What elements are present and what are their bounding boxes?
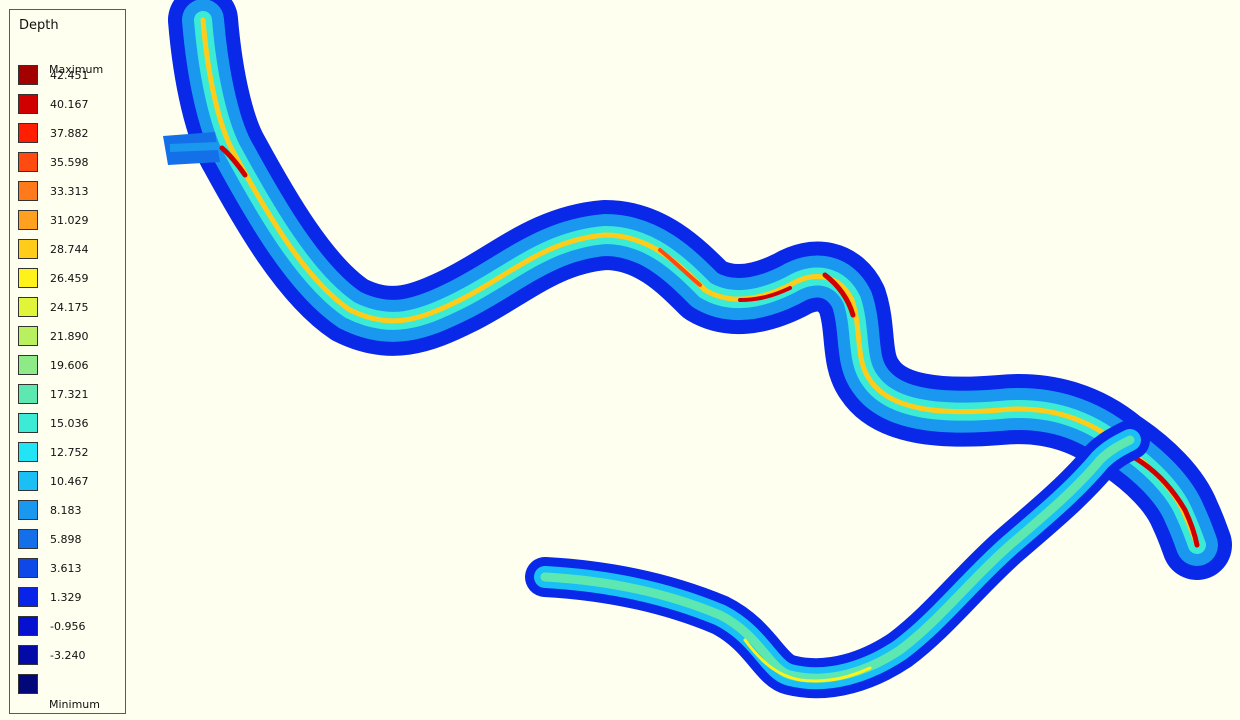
legend-swatch xyxy=(18,123,38,143)
legend-swatch xyxy=(18,587,38,607)
legend-entry xyxy=(10,674,125,696)
legend-entry-label: 19.606 xyxy=(50,359,89,372)
legend-entry-label: 3.613 xyxy=(50,562,82,575)
legend-entry-label: 31.029 xyxy=(50,214,89,227)
legend-swatch xyxy=(18,674,38,694)
legend-swatch xyxy=(18,152,38,172)
river-tributary xyxy=(163,132,220,165)
legend-entry: 12.752 xyxy=(10,442,125,464)
legend-entry: 5.898 xyxy=(10,529,125,551)
legend-entry-label: 24.175 xyxy=(50,301,89,314)
legend-entry-label: 40.167 xyxy=(50,98,89,111)
legend-swatch xyxy=(18,181,38,201)
legend-min-label: Minimum xyxy=(49,698,100,711)
legend-max-label: Maximum xyxy=(49,63,104,76)
legend-entry: 3.613 xyxy=(10,558,125,580)
legend-entry: 33.313 xyxy=(10,181,125,203)
legend-entry: 21.890 xyxy=(10,326,125,348)
river-lower xyxy=(525,420,1150,699)
legend-entry: 42.451 xyxy=(10,65,125,87)
legend-entry-label: 17.321 xyxy=(50,388,89,401)
legend-title: Depth xyxy=(19,18,59,33)
legend-entry-label: -3.240 xyxy=(50,649,86,662)
legend-swatch xyxy=(18,355,38,375)
river-upper xyxy=(168,0,1232,580)
legend-entry: 28.744 xyxy=(10,239,125,261)
legend-entry-label: 1.329 xyxy=(50,591,82,604)
legend-entry-label: 10.467 xyxy=(50,475,89,488)
legend-entry: -3.240 xyxy=(10,645,125,667)
legend-swatch xyxy=(18,413,38,433)
legend-swatch xyxy=(18,239,38,259)
legend-entry-label: 28.744 xyxy=(50,243,89,256)
legend-entry: -0.956 xyxy=(10,616,125,638)
legend-swatch xyxy=(18,471,38,491)
legend-entry: 17.321 xyxy=(10,384,125,406)
legend-entry-label: 5.898 xyxy=(50,533,82,546)
legend-entry: 8.183 xyxy=(10,500,125,522)
legend-entry-label: 42.451 xyxy=(50,69,89,82)
legend-swatch xyxy=(18,558,38,578)
legend-entry: 15.036 xyxy=(10,413,125,435)
legend-entry: 35.598 xyxy=(10,152,125,174)
legend-swatch xyxy=(18,645,38,665)
legend-entry: 40.167 xyxy=(10,94,125,116)
legend-swatch xyxy=(18,500,38,520)
legend-swatch xyxy=(18,297,38,317)
legend-entry-label: -0.956 xyxy=(50,620,86,633)
legend-entry-label: 21.890 xyxy=(50,330,89,343)
legend-swatch xyxy=(18,442,38,462)
legend-swatch xyxy=(18,529,38,549)
legend-swatch xyxy=(18,326,38,346)
legend-entry: 37.882 xyxy=(10,123,125,145)
legend-entry-label: 12.752 xyxy=(50,446,89,459)
legend-entry-label: 33.313 xyxy=(50,185,89,198)
legend-entry-label: 26.459 xyxy=(50,272,89,285)
legend-entry-label: 37.882 xyxy=(50,127,89,140)
legend-swatch xyxy=(18,65,38,85)
legend-entry: 10.467 xyxy=(10,471,125,493)
legend-entry-label: 15.036 xyxy=(50,417,89,430)
legend-swatch xyxy=(18,384,38,404)
legend-swatch xyxy=(18,94,38,114)
legend-swatch xyxy=(18,210,38,230)
depth-legend: Depth Maximum 42.451 40.167 37.882 35.598 33… xyxy=(9,9,126,714)
legend-entry: 1.329 xyxy=(10,587,125,609)
legend-entry-label: 8.183 xyxy=(50,504,82,517)
legend-entry-label: 35.598 xyxy=(50,156,89,169)
legend-swatch xyxy=(18,268,38,288)
legend-swatch xyxy=(18,616,38,636)
legend-entry: 19.606 xyxy=(10,355,125,377)
legend-entry: 26.459 xyxy=(10,268,125,290)
legend-entry: 31.029 xyxy=(10,210,125,232)
legend-entry: 24.175 xyxy=(10,297,125,319)
